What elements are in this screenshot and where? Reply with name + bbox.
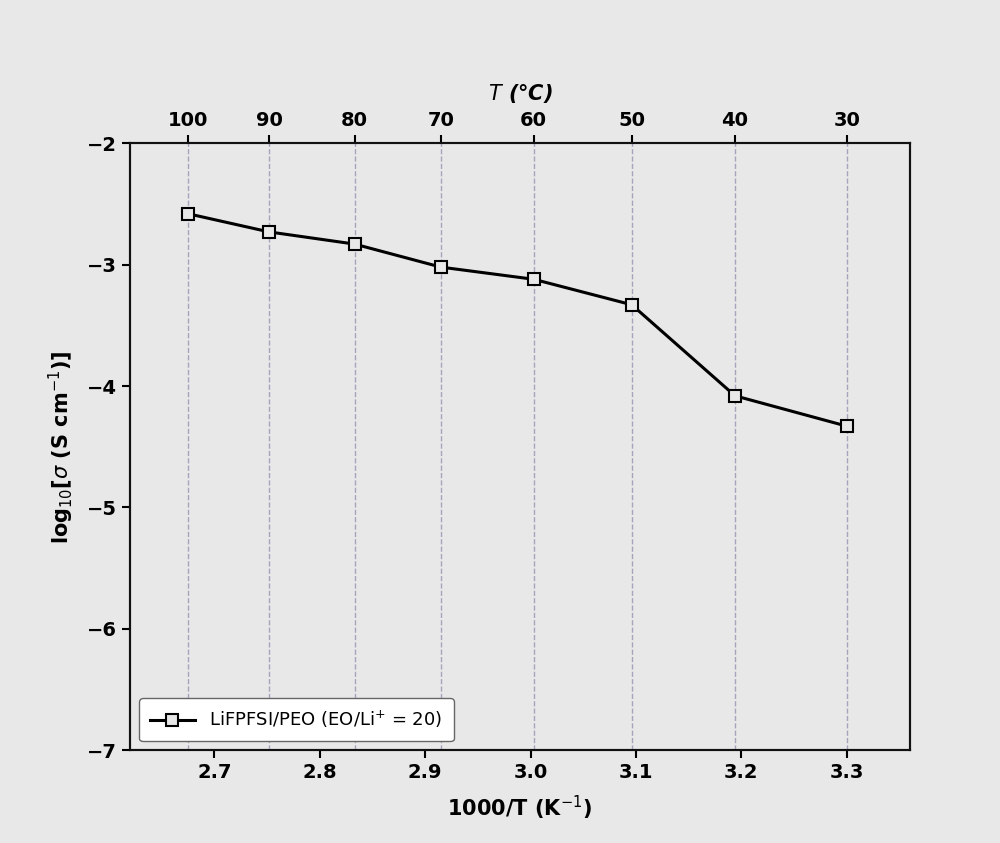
X-axis label: $T$ (°C): $T$ (°C)	[488, 82, 552, 105]
LiFPFSI/PEO (EO/Li$^{+}$ = 20)	[841, 422, 853, 432]
Legend: LiFPFSI/PEO (EO/Li$^{+}$ = 20): LiFPFSI/PEO (EO/Li$^{+}$ = 20)	[139, 698, 454, 741]
LiFPFSI/PEO (EO/Li$^{+}$ = 20)	[528, 274, 540, 284]
LiFPFSI/PEO (EO/Li$^{+}$ = 20)	[435, 262, 447, 272]
LiFPFSI/PEO (EO/Li$^{+}$ = 20)	[263, 227, 275, 237]
LiFPFSI/PEO (EO/Li$^{+}$ = 20)	[349, 239, 361, 250]
LiFPFSI/PEO (EO/Li$^{+}$ = 20)	[182, 209, 194, 219]
LiFPFSI/PEO (EO/Li$^{+}$ = 20)	[626, 300, 638, 310]
Y-axis label: log$_{10}$[$\sigma$ (S cm$^{-1}$)]: log$_{10}$[$\sigma$ (S cm$^{-1}$)]	[46, 350, 76, 544]
Line: LiFPFSI/PEO (EO/Li$^{+}$ = 20): LiFPFSI/PEO (EO/Li$^{+}$ = 20)	[182, 208, 852, 432]
X-axis label: 1000/T (K$^{-1}$): 1000/T (K$^{-1}$)	[447, 793, 593, 822]
LiFPFSI/PEO (EO/Li$^{+}$ = 20)	[729, 391, 741, 401]
